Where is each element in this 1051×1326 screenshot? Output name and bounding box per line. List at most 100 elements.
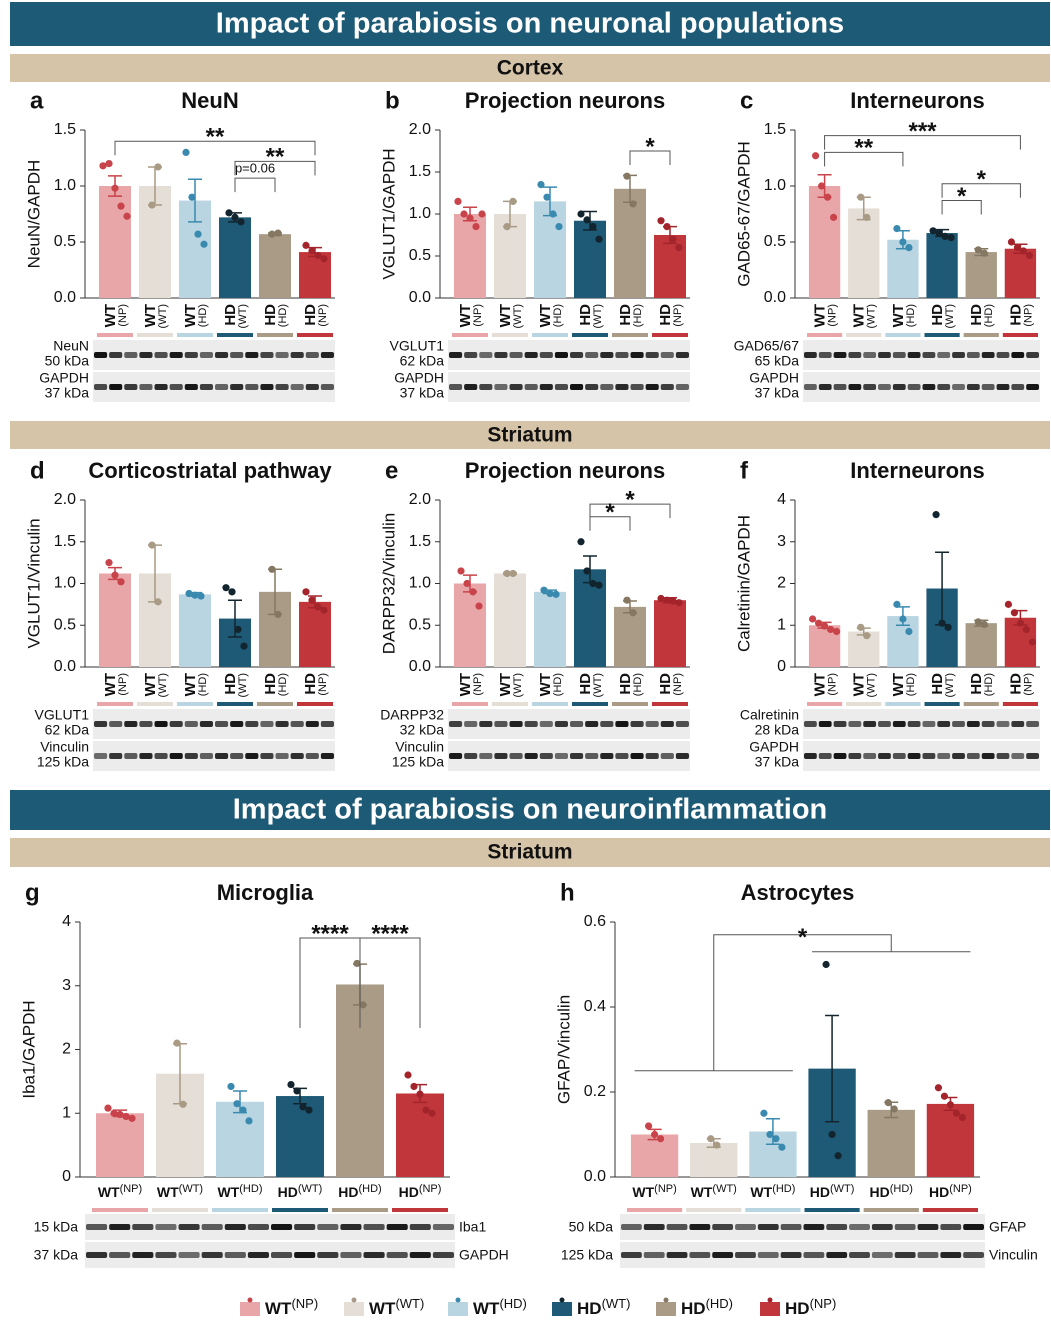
blot-band — [712, 1224, 733, 1230]
legend-label: WT(HD) — [473, 1296, 527, 1318]
blot-band — [185, 721, 198, 727]
data-point — [809, 615, 816, 622]
chart-title: Projection neurons — [465, 458, 665, 483]
blot-band — [570, 352, 583, 358]
blot-band — [321, 753, 334, 759]
y-tick-label: 1.0 — [409, 205, 431, 222]
group-strip — [332, 1208, 388, 1212]
group-strip — [964, 333, 999, 337]
blot-band — [997, 721, 1010, 727]
blot-band — [540, 384, 553, 390]
blot-band — [834, 384, 847, 390]
blot-band — [661, 352, 674, 358]
blot-band — [676, 384, 689, 390]
data-point — [128, 1115, 135, 1122]
data-point — [305, 1106, 312, 1113]
blot-band — [109, 753, 122, 759]
data-point — [111, 185, 118, 192]
blot-band — [893, 352, 906, 358]
data-point — [475, 602, 482, 609]
blot-band — [923, 721, 936, 727]
data-point — [1023, 626, 1030, 633]
group-strip — [257, 702, 293, 706]
panel-letter: a — [30, 87, 44, 114]
x-tick-label-sup: (HD) — [905, 673, 917, 696]
panel-letter: g — [25, 879, 40, 906]
blot-band — [804, 1224, 825, 1230]
blot-band — [260, 384, 273, 390]
data-point — [828, 1131, 835, 1138]
data-point — [834, 1152, 841, 1159]
y-axis-label: NeuN/GAPDH — [24, 160, 43, 269]
x-tick-label-sup: (HD) — [197, 304, 209, 327]
blot-name: VGLUT1 — [35, 707, 90, 723]
panel-letter: b — [385, 87, 400, 114]
legend-swatch — [552, 1302, 572, 1316]
blot-band — [631, 753, 644, 759]
group-strip — [925, 333, 960, 337]
bar — [96, 1113, 144, 1177]
bar — [396, 1093, 444, 1177]
data-point — [188, 194, 195, 201]
group-strip — [572, 702, 608, 706]
panel-letter: e — [385, 457, 398, 484]
x-tick-label-sup: (NP) — [120, 1183, 143, 1195]
data-point — [899, 615, 906, 622]
blot-band — [615, 753, 628, 759]
blot-band — [525, 352, 538, 358]
blot-band — [139, 384, 152, 390]
data-point — [549, 210, 556, 217]
blot-band — [689, 1252, 710, 1258]
blot-band — [306, 753, 319, 759]
blot-band — [819, 384, 832, 390]
blot-band — [804, 384, 817, 390]
data-point — [583, 567, 590, 574]
x-tick-label-sup: (NP) — [472, 304, 484, 327]
section-title: Striatum — [487, 841, 572, 864]
blot-band — [109, 1224, 130, 1230]
data-point — [228, 588, 235, 595]
data-point — [410, 1083, 417, 1090]
blot-band — [600, 721, 613, 727]
blot-band — [86, 1252, 107, 1258]
blot-band — [848, 384, 861, 390]
blot-band — [848, 753, 861, 759]
data-point — [589, 223, 596, 230]
x-tick-label-sup: (NP) — [1022, 673, 1034, 696]
group-strip — [492, 333, 528, 337]
significance-label: * — [625, 487, 635, 514]
group-strip — [97, 702, 133, 706]
x-tick-label-sup: (WT) — [157, 304, 169, 328]
data-point — [623, 173, 630, 180]
blot-band — [510, 352, 523, 358]
data-point — [308, 597, 315, 604]
legend-name: HD — [577, 1299, 602, 1318]
data-point — [404, 1071, 411, 1078]
blot-band — [849, 1224, 870, 1230]
bar — [690, 1143, 737, 1177]
data-point — [293, 1087, 300, 1094]
blot-band — [967, 352, 980, 358]
blot-band — [621, 1252, 642, 1258]
blot-band — [479, 721, 492, 727]
data-point — [595, 582, 602, 589]
group-strip — [297, 702, 333, 706]
significance-label: * — [977, 166, 987, 193]
group-strip — [612, 333, 648, 337]
group-strip — [627, 1208, 682, 1212]
blot-band — [245, 753, 258, 759]
blot-band — [225, 1224, 246, 1230]
blot-band — [646, 384, 659, 390]
blot-band — [1026, 384, 1039, 390]
y-tick-label: 1.0 — [764, 177, 786, 194]
blot-band — [967, 384, 980, 390]
x-tick-label-sup: (WT) — [512, 673, 524, 697]
data-point — [182, 149, 189, 156]
x-tick-label-sup: (HD) — [890, 1183, 913, 1195]
blot-band — [317, 1252, 338, 1258]
x-tick-label-sup: (HD) — [632, 304, 644, 327]
data-point — [932, 511, 939, 518]
data-point — [675, 599, 682, 606]
panel-letter: h — [560, 879, 575, 906]
blot-band — [848, 352, 861, 358]
